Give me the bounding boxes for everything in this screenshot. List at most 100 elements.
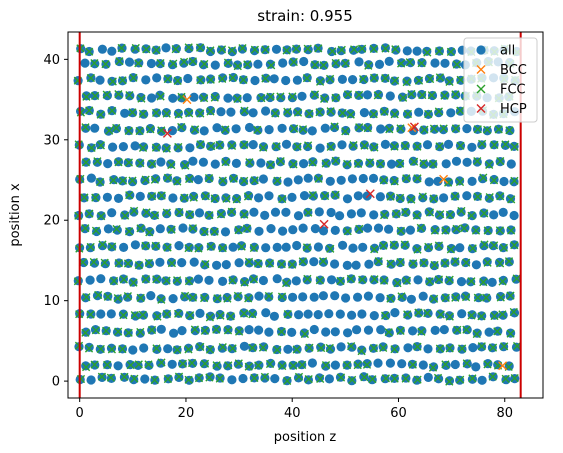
- atom-point: [249, 207, 259, 217]
- fcc-point: [108, 77, 117, 86]
- atom-point: [353, 292, 363, 302]
- fcc-point: [118, 76, 127, 85]
- atom-point: [242, 93, 252, 103]
- fcc-point: [157, 191, 166, 200]
- atom-point: [293, 211, 304, 221]
- atom-point: [443, 139, 454, 149]
- legend-marker-all: [476, 45, 486, 55]
- fcc-point: [483, 125, 492, 134]
- fcc-point: [430, 226, 439, 235]
- atom-point: [484, 327, 494, 337]
- fcc-point: [385, 125, 394, 134]
- fcc-point: [112, 224, 121, 234]
- fcc-point: [326, 74, 335, 83]
- fcc-point: [85, 47, 94, 56]
- fcc-point: [381, 311, 390, 320]
- atom-point: [212, 123, 222, 133]
- fcc-point: [359, 75, 368, 84]
- atom-point: [358, 242, 368, 252]
- atom-point: [264, 191, 274, 201]
- fcc-point: [473, 125, 482, 134]
- atom-point: [248, 140, 258, 150]
- fcc-point: [200, 326, 209, 335]
- fcc-point: [289, 361, 298, 370]
- atom-point: [163, 344, 173, 354]
- fcc-point: [501, 140, 510, 149]
- fcc-point: [379, 241, 388, 250]
- atom-point: [155, 224, 165, 234]
- fcc-point: [117, 43, 126, 53]
- atom-point: [462, 157, 472, 167]
- atom-point: [86, 375, 96, 385]
- fcc-point: [261, 74, 270, 83]
- atom-point: [189, 191, 199, 201]
- fcc-point: [152, 108, 161, 117]
- atom-point: [330, 259, 340, 269]
- fcc-point: [189, 193, 198, 202]
- atom-point: [238, 373, 248, 384]
- fcc-point: [90, 59, 99, 68]
- fcc-point: [319, 61, 328, 70]
- legend: all BCC FCC HCP: [463, 37, 538, 123]
- fcc-point: [369, 344, 378, 353]
- atom-point: [384, 224, 394, 234]
- atom-point: [106, 309, 116, 319]
- fcc-point: [162, 276, 171, 285]
- fcc-point: [200, 359, 210, 368]
- fcc-point: [429, 194, 438, 203]
- fcc-point: [152, 46, 161, 55]
- fcc-point: [76, 374, 86, 384]
- fcc-point: [240, 210, 249, 219]
- atom-point: [385, 358, 395, 368]
- fcc-point: [505, 126, 514, 135]
- fcc-point: [238, 44, 247, 53]
- fcc-point: [267, 61, 276, 70]
- fcc-point: [326, 107, 335, 116]
- atom-point: [278, 226, 288, 236]
- atom-point: [264, 327, 274, 337]
- fcc-point: [496, 293, 505, 302]
- atom-point: [135, 328, 145, 338]
- bcc-point: [182, 95, 192, 105]
- atom-point: [231, 158, 241, 168]
- fcc-point: [233, 94, 242, 103]
- fcc-point: [427, 91, 436, 100]
- atom-point: [373, 358, 383, 368]
- fcc-point: [112, 123, 121, 133]
- fcc-point: [420, 125, 429, 134]
- atom-point: [244, 325, 254, 335]
- atom-point: [354, 57, 364, 67]
- fcc-point: [272, 142, 281, 151]
- atom-point: [439, 193, 449, 203]
- atom-point: [336, 175, 346, 185]
- fcc-point: [250, 176, 259, 185]
- fcc-point: [223, 58, 233, 67]
- fcc-point: [181, 291, 190, 300]
- fcc-point: [310, 60, 320, 69]
- atom-point: [430, 58, 440, 68]
- fcc-point: [213, 294, 222, 303]
- fcc-point: [498, 277, 507, 286]
- fcc-point: [355, 123, 364, 132]
- fcc-point: [265, 259, 274, 268]
- fcc-point: [210, 227, 219, 236]
- fcc-point: [169, 59, 178, 68]
- atom-point: [102, 192, 112, 202]
- fcc-point: [124, 158, 133, 167]
- atom-point: [162, 209, 172, 219]
- fcc-point: [234, 359, 243, 368]
- atom-point: [387, 159, 397, 169]
- fcc-point: [186, 311, 195, 320]
- fcc-point: [184, 375, 193, 384]
- atom-point: [231, 124, 241, 134]
- fcc-point: [510, 241, 519, 250]
- fcc-point: [341, 59, 350, 68]
- fcc-point: [114, 90, 123, 99]
- atom-point: [309, 324, 319, 335]
- fcc-point: [445, 312, 454, 321]
- atom-point: [402, 46, 412, 56]
- fcc-point: [101, 60, 110, 69]
- atom-point: [188, 156, 198, 166]
- fcc-point: [87, 143, 96, 152]
- atom-point: [216, 107, 226, 117]
